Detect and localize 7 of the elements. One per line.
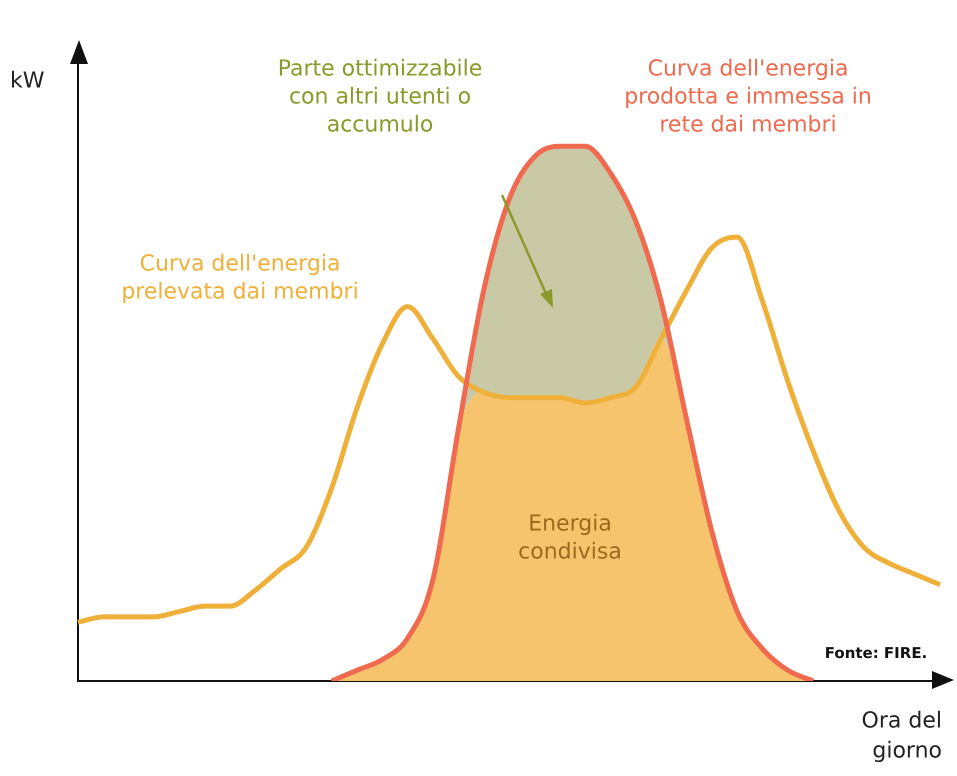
series-label: Curva dell'energia prodotta e immessa in rete dai membri bbox=[624, 56, 872, 138]
text: Parte ottimizzabile con altri utenti o accumulo bbox=[278, 56, 482, 138]
x-axis-title: Ora del giorno bbox=[862, 708, 942, 764]
annotation: Fonte: FIRE. bbox=[824, 644, 928, 662]
y-axis-title: kW bbox=[10, 68, 45, 94]
series-label: Energia condivisa bbox=[518, 512, 622, 565]
series-label: Curva dell'energia prelevata dai membri bbox=[121, 252, 359, 305]
